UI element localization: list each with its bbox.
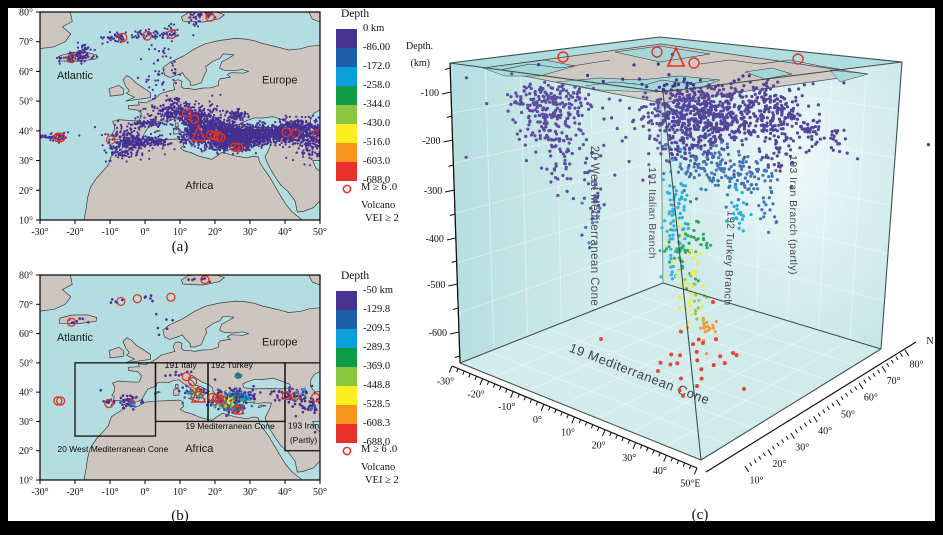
figure-background (8, 8, 935, 521)
